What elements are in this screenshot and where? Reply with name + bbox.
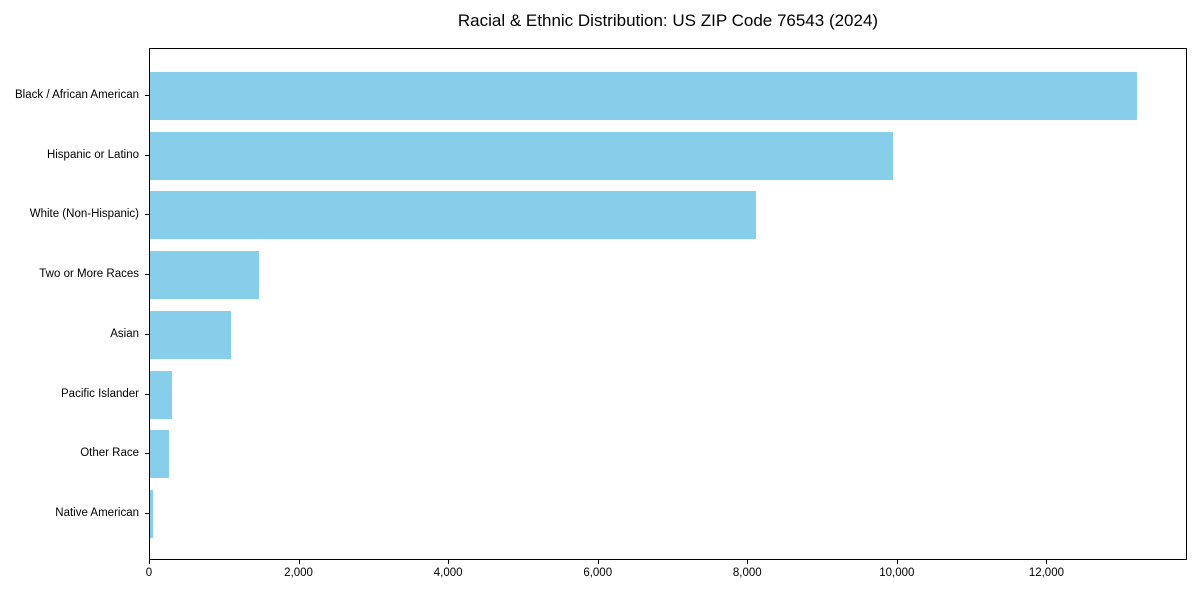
x-tick-label: 8,000 (732, 567, 762, 579)
bar (150, 489, 153, 538)
y-tick-label: Two or More Races (39, 268, 139, 281)
x-tick-mark (747, 560, 748, 564)
x-tick-label: 10,000 (879, 567, 915, 579)
y-tick-label: Black / African American (15, 89, 139, 102)
x-tick-label: 12,000 (1028, 567, 1064, 579)
x-tick-label: 0 (145, 567, 153, 579)
y-tick-mark (145, 214, 149, 215)
x-tick-mark (897, 560, 898, 564)
x-tick-label: 2,000 (284, 567, 313, 579)
y-tick-label: Other Race (80, 447, 139, 460)
x-tick-mark (149, 560, 150, 564)
bar (150, 251, 259, 300)
x-tick-mark (1046, 560, 1047, 564)
bar (150, 370, 172, 419)
x-tick-label: 6,000 (583, 567, 613, 579)
y-tick-mark (145, 95, 149, 96)
y-tick-label: Native American (55, 506, 139, 519)
y-tick-mark (145, 453, 149, 454)
y-tick-mark (145, 334, 149, 335)
bar (150, 191, 756, 240)
y-tick-mark (145, 394, 149, 395)
y-tick-label: Hispanic or Latino (46, 148, 139, 161)
y-tick-mark (145, 513, 149, 514)
y-tick-label: Asian (110, 327, 139, 340)
bar (150, 430, 169, 479)
x-tick-mark (299, 560, 300, 564)
x-axis: 0 2,000 4,000 6,000 8,000 10,000 12,000 (145, 560, 1187, 592)
bar (150, 310, 231, 359)
x-tick-label: 4,000 (433, 567, 463, 579)
x-tick-mark (598, 560, 599, 564)
bar (150, 72, 1137, 121)
y-tick-label: Pacific Islander (61, 387, 139, 400)
y-tick-label: White (Non-Hispanic) (29, 208, 139, 221)
plot-area (149, 48, 1187, 560)
x-tick-mark (448, 560, 449, 564)
y-tick-mark (145, 274, 149, 275)
y-tick-mark (145, 155, 149, 156)
chart-title: Racial & Ethnic Distribution: US ZIP Cod… (457, 11, 879, 30)
y-axis: Black / African American Hispanic or Lati… (0, 48, 149, 560)
bar (150, 131, 893, 180)
